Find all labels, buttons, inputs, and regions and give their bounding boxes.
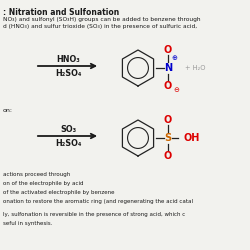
Text: O: O — [164, 45, 172, 55]
Text: of the activated electrophile by benzene: of the activated electrophile by benzene — [3, 190, 114, 195]
Text: ly, sulfonation is reversible in the presence of strong acid, which c: ly, sulfonation is reversible in the pre… — [3, 212, 185, 217]
Text: : Nitration and Sulfonation: : Nitration and Sulfonation — [3, 8, 119, 17]
Text: H₂SO₄: H₂SO₄ — [55, 68, 81, 78]
Text: d (HNO₃) and sulfur trioxide (SO₃) in the presence of sulfuric acid,: d (HNO₃) and sulfur trioxide (SO₃) in th… — [3, 24, 197, 29]
Text: seful in synthesis.: seful in synthesis. — [3, 221, 52, 226]
Text: OH: OH — [184, 133, 200, 143]
Text: SO₃: SO₃ — [60, 124, 76, 134]
Text: S: S — [164, 133, 172, 143]
Text: + H₂O: + H₂O — [185, 65, 206, 71]
Text: O: O — [164, 115, 172, 125]
Text: actions proceed through: actions proceed through — [3, 172, 70, 177]
Text: O: O — [164, 81, 172, 91]
Text: ⊖: ⊖ — [173, 87, 179, 93]
Text: on:: on: — [3, 108, 13, 113]
Text: O: O — [164, 151, 172, 161]
Text: HNO₃: HNO₃ — [56, 54, 80, 64]
Text: N: N — [164, 63, 172, 73]
Text: onation to restore the aromatic ring (and regenerating the acid catal: onation to restore the aromatic ring (an… — [3, 199, 193, 204]
Text: on of the electrophile by acid: on of the electrophile by acid — [3, 181, 84, 186]
Text: H₂SO₄: H₂SO₄ — [55, 138, 81, 147]
Text: ⊕: ⊕ — [171, 55, 177, 61]
Text: NO₃) and sulfonyl (SO₃H) groups can be added to benzene through: NO₃) and sulfonyl (SO₃H) groups can be a… — [3, 17, 200, 22]
